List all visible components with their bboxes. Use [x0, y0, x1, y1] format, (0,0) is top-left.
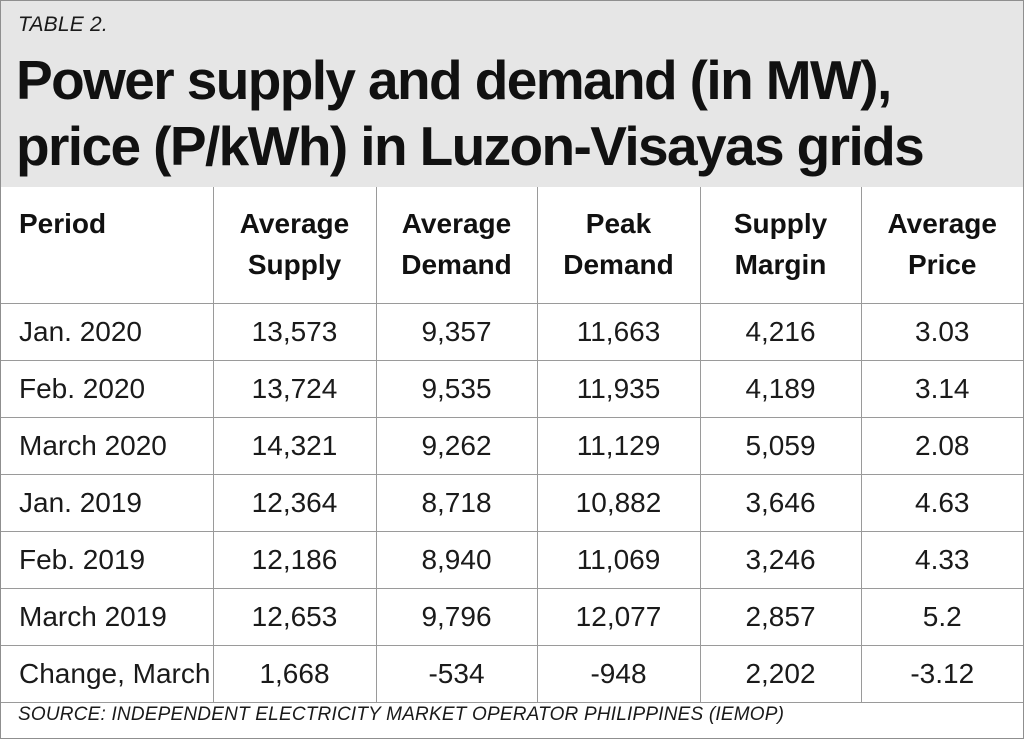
cell-average-supply: 12,186	[213, 531, 377, 589]
cell-peak-demand: 11,663	[537, 303, 701, 361]
cell-supply-margin: 2,857	[700, 588, 862, 646]
column-header-average-supply: Average Supply	[213, 187, 377, 304]
column-header-average-price: Average Price	[861, 187, 1023, 304]
column-header-line-1: Peak	[585, 208, 652, 239]
cell-supply-margin: 3,246	[700, 531, 862, 589]
table-row: Jan. 2020 13,573 9,357 11,663 4,216 3.03	[1, 303, 1023, 361]
cell-supply-margin: 5,059	[700, 417, 862, 475]
table-row: March 2020 14,321 9,262 11,129 5,059 2.0…	[1, 417, 1023, 475]
cell-average-price: 3.14	[861, 360, 1023, 418]
column-header-line-1: Average	[887, 208, 997, 239]
data-table: Period Average Supply Average Demand Pea…	[1, 187, 1023, 703]
column-header-line-2: Demand	[563, 249, 674, 280]
column-header-line-2: Supply	[247, 249, 342, 280]
column-header-line-1: Supply	[733, 208, 828, 239]
table-row: March 2019 12,653 9,796 12,077 2,857 5.2	[1, 588, 1023, 646]
cell-supply-margin: 3,646	[700, 474, 862, 532]
cell-supply-margin: 2,202	[700, 645, 862, 703]
cell-average-supply: 12,653	[213, 588, 377, 646]
cell-average-price: 4.63	[861, 474, 1023, 532]
cell-supply-margin: 4,189	[700, 360, 862, 418]
column-header-average-demand: Average Demand	[376, 187, 538, 304]
cell-average-price: 2.08	[861, 417, 1023, 475]
cell-average-demand: 9,262	[376, 417, 538, 475]
cell-peak-demand: 11,069	[537, 531, 701, 589]
table-title-line-2: price (P/kWh) in Luzon-Visayas grids	[16, 115, 925, 177]
cell-average-demand: 8,718	[376, 474, 538, 532]
column-header-period: Period	[1, 187, 214, 304]
cell-average-supply: 13,573	[213, 303, 377, 361]
column-header-peak-demand: Peak Demand	[537, 187, 701, 304]
table-header-band: TABLE 2. Power supply and demand (in MW)…	[1, 1, 1023, 187]
cell-average-price: -3.12	[861, 645, 1023, 703]
cell-average-supply: 13,724	[213, 360, 377, 418]
table-title: Power supply and demand (in MW), price (…	[16, 47, 1016, 179]
cell-average-demand: 9,357	[376, 303, 538, 361]
cell-average-price: 5.2	[861, 588, 1023, 646]
table-row: Change, March 1,668 -534 -948 2,202 -3.1…	[1, 645, 1023, 703]
cell-peak-demand: 11,129	[537, 417, 701, 475]
cell-period: Change, March	[1, 645, 214, 703]
column-header-period-label: Period	[19, 208, 107, 239]
cell-peak-demand: 12,077	[537, 588, 701, 646]
cell-period: March 2019	[1, 588, 214, 646]
column-header-line-2: Demand	[401, 249, 512, 280]
table-row: Jan. 2019 12,364 8,718 10,882 3,646 4.63	[1, 474, 1023, 532]
cell-average-supply: 14,321	[213, 417, 377, 475]
cell-peak-demand: 11,935	[537, 360, 701, 418]
cell-period: Jan. 2019	[1, 474, 214, 532]
cell-average-price: 3.03	[861, 303, 1023, 361]
column-header-line-1: Average	[239, 208, 350, 239]
cell-period: March 2020	[1, 417, 214, 475]
cell-average-supply: 12,364	[213, 474, 377, 532]
cell-average-demand: -534	[376, 645, 538, 703]
column-header-line-2: Margin	[734, 249, 827, 280]
column-header-line-2: Price	[908, 249, 977, 280]
cell-supply-margin: 4,216	[700, 303, 862, 361]
cell-average-demand: 9,796	[376, 588, 538, 646]
table-title-line-1: Power supply and demand (in MW),	[16, 49, 892, 111]
cell-peak-demand: 10,882	[537, 474, 701, 532]
cell-average-demand: 8,940	[376, 531, 538, 589]
cell-period: Feb. 2020	[1, 360, 214, 418]
cell-average-price: 4.33	[861, 531, 1023, 589]
table-row: Feb. 2019 12,186 8,940 11,069 3,246 4.33	[1, 531, 1023, 589]
cell-period: Jan. 2020	[1, 303, 214, 361]
cell-average-supply: 1,668	[213, 645, 377, 703]
cell-average-demand: 9,535	[376, 360, 538, 418]
cell-peak-demand: -948	[537, 645, 701, 703]
column-header-supply-margin: Supply Margin	[700, 187, 862, 304]
column-header-line-1: Average	[401, 208, 512, 239]
table-row: Feb. 2020 13,724 9,535 11,935 4,189 3.14	[1, 360, 1023, 418]
cell-period: Feb. 2019	[1, 531, 214, 589]
source-note: SOURCE: INDEPENDENT ELECTRICITY MARKET O…	[18, 704, 785, 725]
header-row: Period Average Supply Average Demand Pea…	[1, 187, 1023, 304]
table-number-label: TABLE 2.	[18, 13, 108, 36]
